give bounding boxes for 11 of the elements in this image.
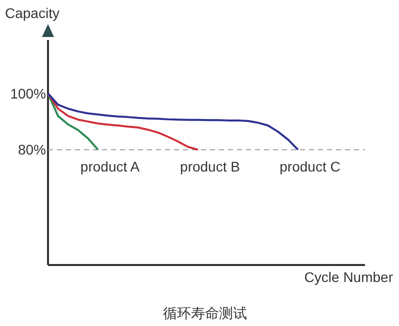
y-tick-label: 100% [10,85,46,102]
text: 循环寿命测试 [163,305,247,321]
series-label: product A [80,158,140,175]
series-label: product B [180,158,240,175]
line-series [47,92,199,151]
series-label: product C [280,158,340,175]
y-axis-title: Capacity [5,5,60,21]
line-series [47,92,99,151]
y-tick-label: 80% [18,142,46,158]
line-series [47,92,299,151]
x-axis-title: Cycle Number [304,269,394,285]
